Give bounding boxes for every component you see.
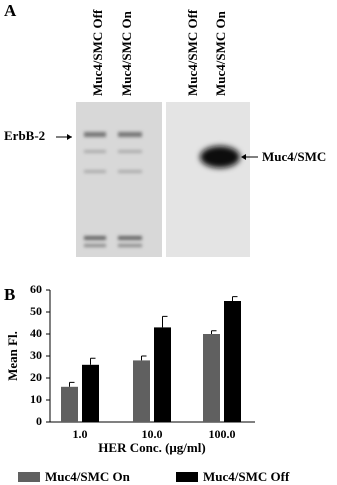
arrowhead <box>67 134 72 140</box>
bar <box>61 386 78 422</box>
lane-label: Muc4/SMC On <box>213 10 228 96</box>
arrowhead <box>241 154 246 160</box>
error-bar <box>69 381 75 387</box>
lane-label: Muc4/SMC Off <box>185 9 200 96</box>
y-tick-label: 30 <box>30 348 42 362</box>
x-tick-label: 100.0 <box>209 427 236 441</box>
error-bar <box>90 357 96 365</box>
panel-label: A <box>4 1 17 20</box>
bar <box>224 301 241 422</box>
bar <box>133 360 150 422</box>
blot-right <box>166 102 250 257</box>
marker-label: ErbB-2 <box>4 128 45 143</box>
panel-label: B <box>4 285 15 304</box>
y-tick-label: 60 <box>30 282 42 296</box>
x-axis-label: HER Conc. (μg/ml) <box>98 440 205 455</box>
error-bar <box>162 315 168 328</box>
y-tick-label: 20 <box>30 370 42 384</box>
y-tick-label: 0 <box>36 414 42 428</box>
y-tick-label: 40 <box>30 326 42 340</box>
marker-label: Muc4/SMC <box>262 149 326 164</box>
y-tick-label: 10 <box>30 392 42 406</box>
legend-swatch <box>18 472 40 482</box>
lane-label: Muc4/SMC Off <box>90 9 105 96</box>
y-axis-label: Mean Fl. <box>5 331 20 381</box>
error-bar <box>232 296 238 301</box>
legend-label: Muc4/SMC Off <box>203 469 290 484</box>
lane-label: Muc4/SMC On <box>119 10 134 96</box>
legend-swatch <box>176 472 198 482</box>
x-tick-label: 1.0 <box>73 427 88 441</box>
legend-label: Muc4/SMC On <box>45 469 131 484</box>
bar <box>203 334 220 422</box>
blot-left <box>76 102 162 257</box>
error-bar <box>211 330 217 334</box>
x-tick-label: 10.0 <box>142 427 163 441</box>
bar <box>82 364 99 422</box>
bar <box>154 327 171 422</box>
error-bar <box>141 355 147 361</box>
y-tick-label: 50 <box>30 304 42 318</box>
